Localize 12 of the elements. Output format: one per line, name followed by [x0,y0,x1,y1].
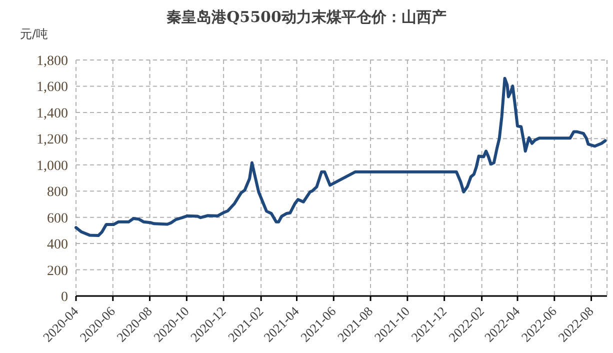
y-tick-label: 1,200 [36,132,68,148]
y-tick-label: 400 [47,238,68,253]
y-axis-title: 元/吨 [20,27,48,41]
y-tick-label: 1,400 [36,106,68,122]
y-tick-label: 0 [61,290,68,305]
y-tick-label: 600 [47,211,68,226]
y-tick-label: 800 [47,185,68,200]
y-tick-label: 1,800 [36,54,68,69]
chart-title: 秦皇岛港Q5500动力末煤平仓价：山西产 [166,8,446,26]
y-tick-label: 200 [47,264,68,279]
y-tick-label: 1,600 [36,80,68,96]
y-tick-label: 1,000 [36,158,68,174]
